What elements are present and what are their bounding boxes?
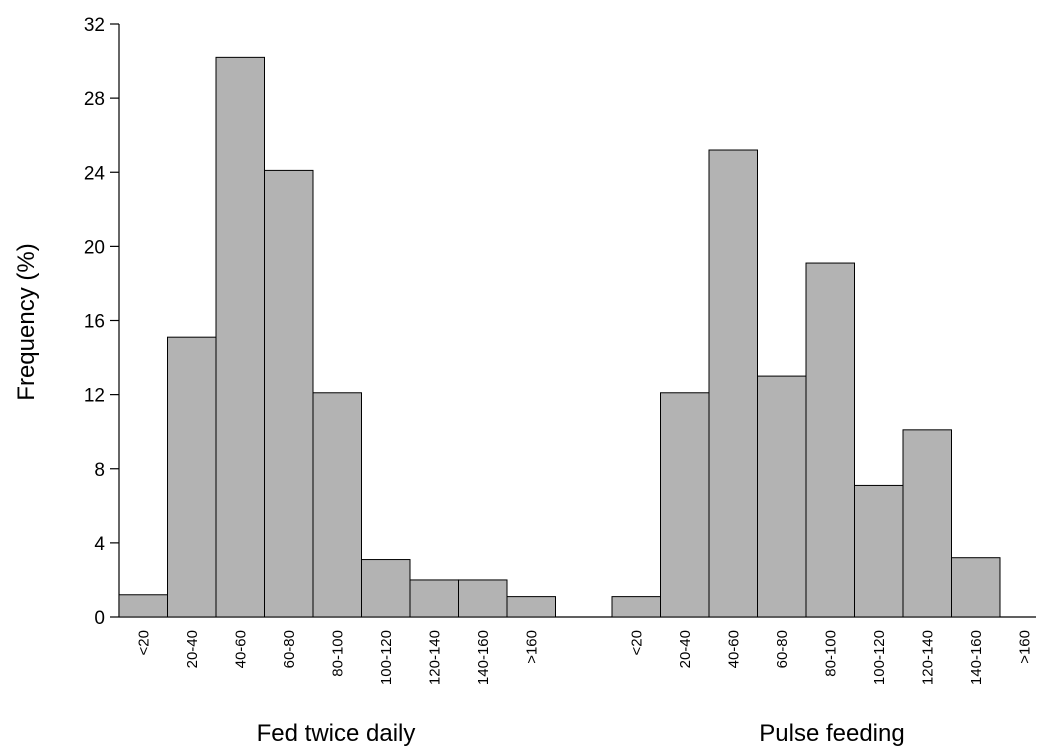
bar xyxy=(660,392,710,618)
bar xyxy=(506,596,556,618)
x-tick-label: 40-60 xyxy=(232,630,249,668)
x-tick-label: 20-40 xyxy=(677,630,694,668)
x-tick-label: 100-120 xyxy=(871,630,888,685)
x-tick-label: 80-100 xyxy=(329,630,346,677)
y-tick-label: 28 xyxy=(84,89,105,110)
y-tick-label: 32 xyxy=(84,15,105,36)
x-tick-label: 60-80 xyxy=(281,630,298,668)
y-tick-label: 0 xyxy=(94,608,105,629)
x-tick-label: >160 xyxy=(1016,630,1033,664)
x-tick-label: 120-140 xyxy=(426,630,443,685)
x-tick-label: <20 xyxy=(135,630,152,655)
x-tick-label: <20 xyxy=(628,630,645,655)
bar xyxy=(312,392,362,618)
x-tick-label: 140-160 xyxy=(968,630,985,685)
y-tick-label: 24 xyxy=(84,163,106,184)
y-axis-title: Frequency (%) xyxy=(13,243,40,400)
x-tick-label: 140-160 xyxy=(475,630,492,685)
y-tick-label: 4 xyxy=(94,534,105,555)
bar xyxy=(167,336,217,618)
y-tick-label: 12 xyxy=(84,386,105,407)
group-label-pulse-feeding: Pulse feeding xyxy=(759,720,904,747)
bar xyxy=(708,149,758,618)
bar xyxy=(361,559,411,618)
bar xyxy=(805,262,855,618)
bar xyxy=(118,594,168,618)
bar xyxy=(951,557,1001,618)
bar xyxy=(264,169,314,618)
x-tick-label: 100-120 xyxy=(378,630,395,685)
y-tick-label: 16 xyxy=(84,312,105,333)
group-label-fed-twice-daily: Fed twice daily xyxy=(257,720,416,747)
x-tick-label: >160 xyxy=(523,630,540,664)
x-tick-labels: <20 20-40 40-60 60-80 80-100 100-120 120-140 14… xyxy=(135,630,1033,685)
bar xyxy=(215,56,265,618)
x-tick-label: 120-140 xyxy=(919,630,936,685)
x-tick-label: 20-40 xyxy=(184,630,201,668)
bar xyxy=(757,375,807,618)
y-tick-label: 20 xyxy=(84,237,105,258)
bar xyxy=(458,579,508,618)
y-tick-label: 8 xyxy=(94,460,105,481)
x-tick-label: 40-60 xyxy=(725,630,742,668)
bar xyxy=(854,484,904,618)
x-tick-label: 60-80 xyxy=(774,630,791,668)
bar xyxy=(902,429,952,618)
bar xyxy=(409,579,459,618)
bar xyxy=(611,596,661,618)
y-axis: 0 4 8 12 16 20 24 28 32 xyxy=(84,15,120,629)
x-tick-label: 80-100 xyxy=(822,630,839,677)
bars xyxy=(118,56,1001,618)
